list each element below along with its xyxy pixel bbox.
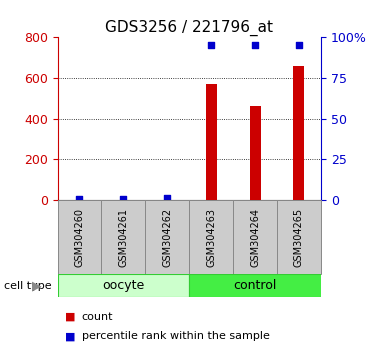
Bar [233,200,277,274]
Text: ▶: ▶ [32,279,41,292]
Bar [189,200,233,274]
Text: control: control [233,279,277,292]
Text: GSM304264: GSM304264 [250,208,260,267]
Point [76,196,82,202]
Point [296,42,302,48]
Text: count: count [82,312,113,322]
Text: cell type: cell type [4,281,51,291]
Bar [58,274,189,297]
Title: GDS3256 / 221796_at: GDS3256 / 221796_at [105,19,273,36]
Point [208,42,214,48]
Bar [293,66,305,200]
Bar [277,200,321,274]
Bar [101,200,145,274]
Text: ■: ■ [65,312,75,322]
Bar [145,200,189,274]
Point [164,195,170,200]
Bar [250,106,260,200]
Text: GSM304262: GSM304262 [162,207,172,267]
Bar [206,84,217,200]
Point [252,42,258,48]
Text: GSM304263: GSM304263 [206,208,216,267]
Text: percentile rank within the sample: percentile rank within the sample [82,331,269,341]
Bar [58,200,101,274]
Text: GSM304261: GSM304261 [118,208,128,267]
Text: oocyte: oocyte [102,279,144,292]
Text: ■: ■ [65,331,75,341]
Point [121,196,127,202]
Text: GSM304260: GSM304260 [75,208,85,267]
Text: GSM304265: GSM304265 [294,207,304,267]
Bar [189,274,321,297]
